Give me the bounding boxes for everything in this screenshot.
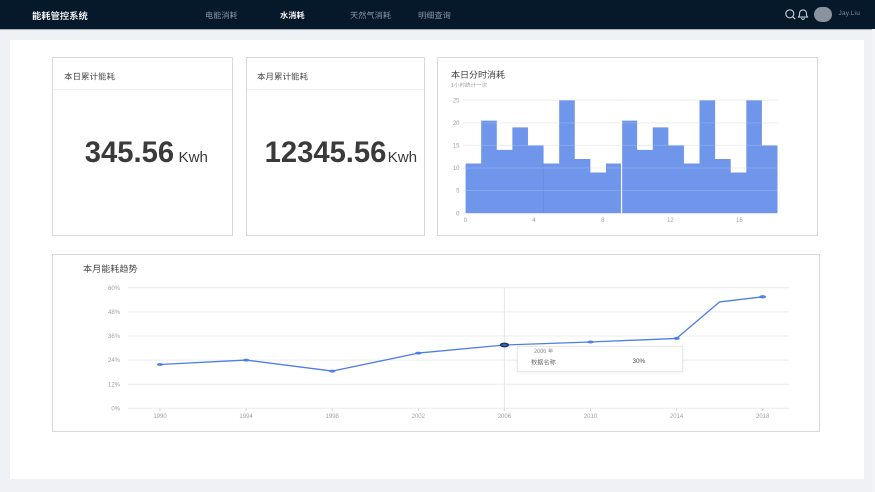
svg-text:1990: 1990 [153, 414, 167, 420]
svg-text:60%: 60% [108, 286, 121, 292]
svg-text:0%: 0% [111, 406, 120, 412]
svg-text:8: 8 [601, 218, 605, 224]
svg-text:1994: 1994 [239, 414, 253, 420]
svg-text:15: 15 [453, 144, 460, 150]
svg-text:24%: 24% [108, 358, 121, 364]
svg-text:2002: 2002 [412, 414, 426, 420]
svg-text:2014: 2014 [670, 414, 684, 420]
svg-text:0: 0 [464, 218, 468, 224]
svg-text:12: 12 [667, 218, 674, 224]
svg-text:10: 10 [453, 166, 460, 172]
svg-text:4: 4 [532, 218, 536, 224]
svg-text:36%: 36% [108, 334, 121, 340]
svg-text:2006: 2006 [498, 414, 512, 420]
svg-text:48%: 48% [108, 310, 121, 316]
svg-text:16: 16 [736, 218, 743, 224]
svg-text:25: 25 [453, 99, 460, 105]
svg-text:2018: 2018 [756, 414, 770, 420]
svg-text:12%: 12% [108, 382, 121, 388]
svg-text:2010: 2010 [584, 414, 598, 420]
svg-text:1998: 1998 [326, 414, 340, 420]
svg-text:20: 20 [453, 121, 460, 127]
svg-text:5: 5 [456, 189, 460, 195]
svg-text:0: 0 [456, 211, 460, 217]
